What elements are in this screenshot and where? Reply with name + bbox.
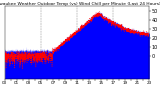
- Title: Milwaukee Weather Outdoor Temp (vs) Wind Chill per Minute (Last 24 Hours): Milwaukee Weather Outdoor Temp (vs) Wind…: [0, 2, 160, 6]
